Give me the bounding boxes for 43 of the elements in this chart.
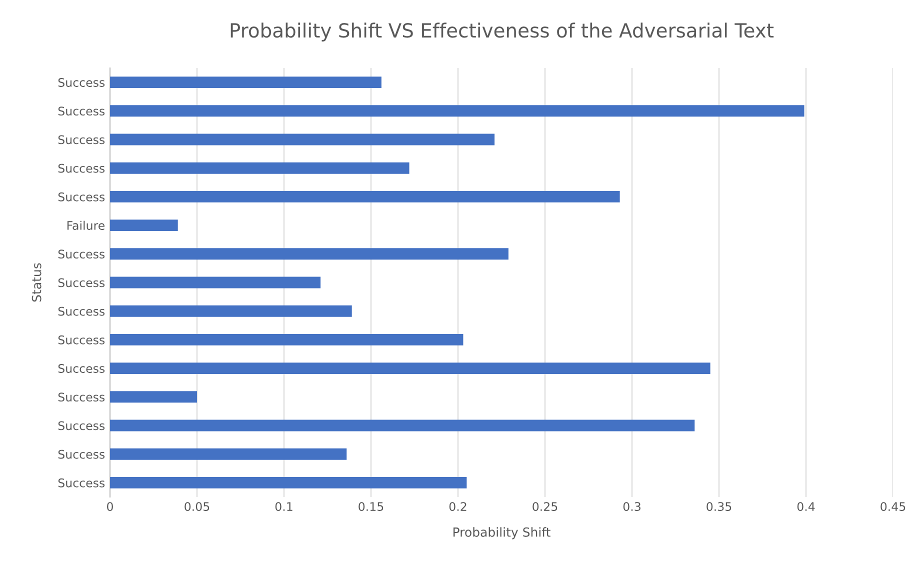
x-tick-label: 0.05 [184,502,210,511]
bar [110,334,464,346]
bar [110,76,382,88]
y-tick-label: Success [58,364,105,373]
x-tick-label: 0.35 [706,502,732,511]
x-tick-label: 0.3 [623,502,640,511]
y-tick-label: Success [58,306,105,316]
x-tick-label: 0.2 [449,502,466,511]
bar [110,476,467,488]
y-tick-label: Success [58,192,105,202]
y-tick-label: Success [58,164,105,173]
y-tick-label: Success [58,450,105,459]
x-tick-label: 0.4 [797,502,815,511]
x-tick-label: 0.45 [880,502,906,511]
bar [110,362,710,374]
bar [110,105,804,117]
y-tick-label: Failure [67,220,105,230]
y-tick-label: Success [58,106,105,116]
bar [110,248,508,260]
bar [110,448,347,460]
x-tick-label: 0.15 [358,502,384,511]
bar [110,220,178,232]
bar [110,276,321,288]
bar [110,305,352,317]
bar [110,134,495,146]
x-axis-title: Probability Shift [454,527,550,540]
y-tick-label: Success [58,392,105,402]
bar [110,420,695,432]
bar [110,190,620,202]
x-tick-label: 0 [107,502,113,511]
chart-title: Probability Shift VS Effectiveness of the Adversarial Text [230,22,774,42]
x-tick-label: 0.25 [532,502,558,511]
bar [110,391,197,403]
x-tick-label: 0.1 [275,502,292,511]
y-tick-label: Success [58,421,105,430]
y-tick-label: Success [58,250,105,259]
y-tick-label: Success [58,278,105,288]
y-tick-label: Success [58,135,105,144]
y-tick-label: Success [58,335,105,344]
bar [110,162,410,174]
y-axis-title: Status [32,263,42,302]
y-tick-label: Success [58,78,105,87]
y-tick-label: Success [58,478,105,488]
